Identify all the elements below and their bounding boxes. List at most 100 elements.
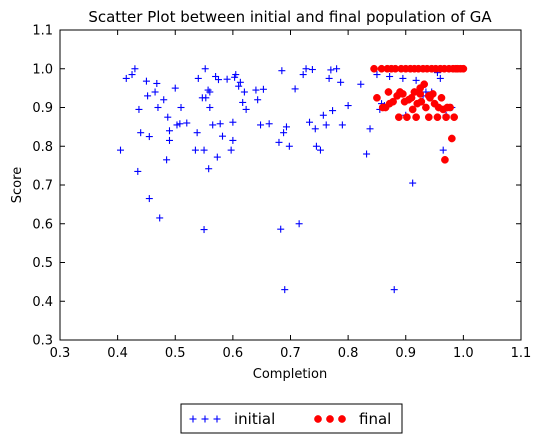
data-point-initial bbox=[227, 146, 235, 154]
data-point-initial bbox=[337, 78, 345, 86]
data-point-initial bbox=[308, 66, 316, 74]
data-point-initial bbox=[183, 119, 191, 127]
legend-plus-icon bbox=[189, 415, 197, 423]
data-point-initial bbox=[311, 125, 319, 133]
data-point-final bbox=[442, 113, 450, 122]
data-point-initial bbox=[177, 104, 185, 111]
data-point-initial bbox=[165, 127, 173, 135]
data-point-initial bbox=[160, 96, 168, 104]
data-point-final bbox=[384, 88, 393, 96]
data-point-initial bbox=[205, 165, 213, 173]
y-tick-label: 0.3 bbox=[32, 334, 53, 349]
data-point-initial bbox=[153, 79, 161, 87]
data-point-initial bbox=[439, 146, 447, 154]
data-point-initial bbox=[171, 84, 179, 92]
data-point-initial bbox=[242, 105, 250, 113]
data-point-final bbox=[424, 113, 433, 122]
data-point-initial bbox=[325, 74, 333, 82]
data-point-initial bbox=[151, 88, 159, 96]
data-point-initial bbox=[164, 113, 172, 121]
data-point-initial bbox=[219, 132, 227, 140]
legend: initial final bbox=[180, 403, 403, 434]
x-tick-label: 0.8 bbox=[338, 346, 359, 361]
data-point-final bbox=[403, 113, 411, 122]
data-point-initial bbox=[229, 118, 237, 126]
data-point-initial bbox=[239, 98, 247, 106]
data-point-final bbox=[437, 93, 446, 102]
data-point-final bbox=[394, 113, 403, 122]
data-point-initial bbox=[131, 65, 139, 73]
data-point-initial bbox=[386, 73, 394, 80]
x-axis-label: Completion bbox=[253, 367, 327, 382]
data-point-initial bbox=[275, 138, 283, 146]
data-point-initial bbox=[409, 179, 417, 187]
data-point-initial bbox=[280, 129, 288, 137]
data-point-final bbox=[424, 92, 433, 100]
data-point-initial bbox=[412, 76, 420, 84]
data-point-initial bbox=[117, 146, 125, 154]
y-tick-label: 0.6 bbox=[32, 217, 53, 232]
data-point-initial bbox=[206, 104, 214, 111]
y-tick-label: 0.5 bbox=[32, 256, 53, 271]
data-point-initial bbox=[254, 96, 262, 104]
data-point-initial bbox=[285, 142, 293, 150]
y-tick-label: 0.4 bbox=[32, 295, 53, 310]
data-point-final bbox=[370, 64, 378, 73]
data-point-initial bbox=[122, 74, 130, 82]
data-point-final bbox=[422, 103, 430, 112]
data-point-initial bbox=[278, 67, 286, 75]
data-point-initial bbox=[295, 220, 303, 228]
data-point-initial bbox=[299, 71, 307, 79]
data-point-initial bbox=[209, 121, 217, 129]
data-point-final bbox=[441, 155, 449, 164]
data-point-initial bbox=[200, 146, 208, 154]
data-point-final bbox=[450, 113, 459, 122]
data-point-initial bbox=[223, 75, 231, 83]
data-point-initial bbox=[135, 105, 143, 113]
data-point-initial bbox=[319, 111, 327, 119]
data-point-initial bbox=[214, 76, 222, 84]
x-tick-label: 1.1 bbox=[511, 346, 532, 361]
data-point-initial bbox=[194, 74, 202, 82]
data-point-initial bbox=[201, 65, 209, 73]
data-point-initial bbox=[338, 121, 346, 129]
legend-dot-icon bbox=[326, 415, 334, 423]
data-point-initial bbox=[306, 118, 314, 126]
data-point-initial bbox=[291, 85, 299, 93]
data-point-final bbox=[399, 90, 407, 98]
legend-initial-label: initial bbox=[234, 410, 275, 428]
data-point-initial bbox=[142, 77, 150, 85]
data-point-initial bbox=[145, 133, 153, 141]
legend-plus-icon bbox=[213, 415, 221, 423]
data-point-initial bbox=[281, 286, 289, 294]
data-point-initial bbox=[357, 80, 365, 88]
data-point-initial bbox=[366, 125, 374, 133]
data-point-initial bbox=[137, 129, 145, 137]
data-point-initial bbox=[235, 82, 243, 90]
data-point-initial bbox=[128, 71, 136, 79]
data-point-initial bbox=[252, 86, 260, 94]
data-point-initial bbox=[154, 104, 162, 111]
data-point-initial bbox=[390, 286, 398, 294]
x-tick-label: 0.5 bbox=[165, 346, 186, 361]
data-point-initial bbox=[257, 121, 265, 129]
data-point-initial bbox=[200, 226, 208, 234]
data-point-final bbox=[433, 113, 442, 122]
y-tick-label: 0.9 bbox=[32, 101, 53, 116]
chart-title: Scatter Plot between initial and final p… bbox=[88, 8, 492, 26]
data-point-initial bbox=[282, 123, 290, 131]
data-point-initial bbox=[202, 94, 210, 102]
data-point-initial bbox=[165, 136, 173, 144]
data-point-initial bbox=[236, 78, 244, 86]
data-point-initial bbox=[363, 150, 371, 158]
data-point-final bbox=[446, 103, 454, 112]
data-point-final bbox=[459, 64, 468, 73]
x-tick-label: 0.4 bbox=[107, 346, 128, 361]
data-point-initial bbox=[302, 65, 310, 73]
y-axis-label: Score bbox=[10, 167, 25, 203]
data-point-initial bbox=[344, 102, 352, 110]
data-point-final bbox=[417, 97, 426, 106]
data-point-initial bbox=[436, 74, 444, 82]
data-point-initial bbox=[213, 153, 221, 161]
